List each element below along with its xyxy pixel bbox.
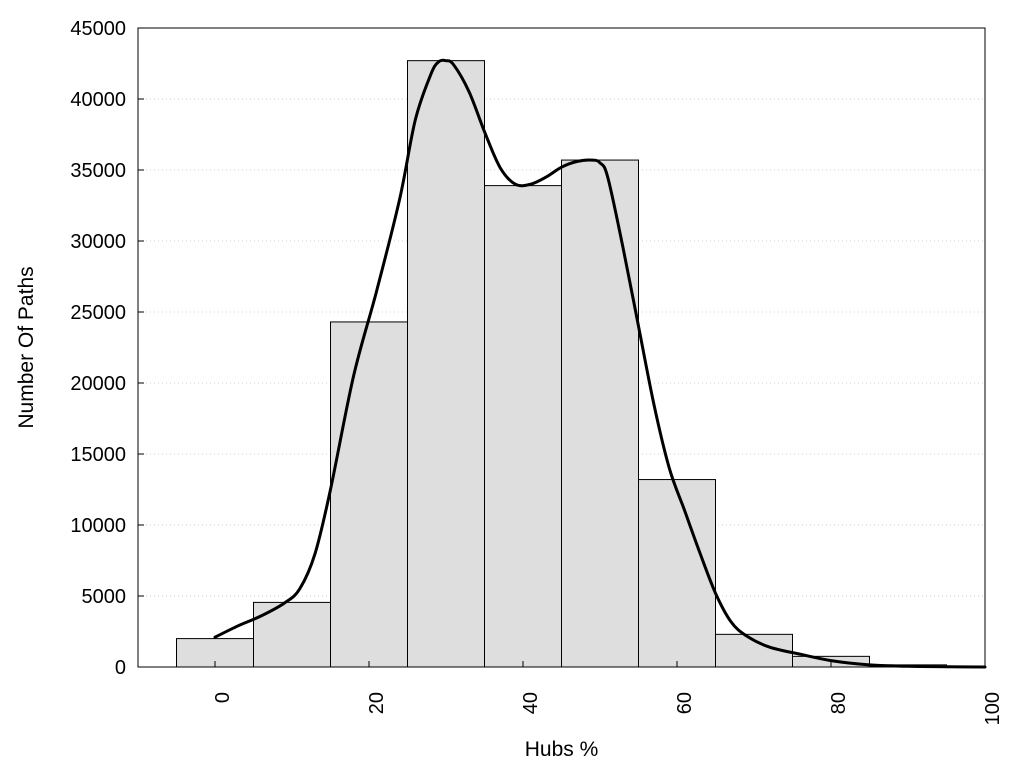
y-tick-label: 20000 [70, 373, 126, 395]
y-tick-label: 30000 [70, 231, 126, 253]
y-tick-label: 15000 [70, 444, 126, 466]
histogram-bar [561, 159, 639, 668]
histogram-bars [176, 60, 947, 668]
density-curve-layer [213, 58, 987, 669]
x-tick-label: 0 [212, 692, 234, 703]
x-axis-label: Hubs % [525, 738, 599, 761]
y-tick-label: 5000 [82, 586, 127, 608]
x-tick-label: 100 [982, 692, 1004, 725]
y-tick-label: 0 [115, 657, 126, 679]
x-tick-label: 40 [520, 692, 542, 714]
y-tick-label: 25000 [70, 302, 126, 324]
y-tick-label: 10000 [70, 515, 126, 537]
histogram-bar [638, 479, 716, 668]
histogram-bar [407, 60, 485, 668]
density-curve [213, 58, 987, 669]
histogram-bar [330, 321, 408, 668]
y-axis-label: Number Of Paths [15, 266, 38, 428]
x-tick-label: 80 [828, 692, 850, 714]
x-axis-ticks: 0 20 40 60 80 100 [212, 661, 1004, 725]
histogram-bar [484, 185, 562, 668]
y-axis-ticks: 0 5000 10000 15000 20000 25000 30000 35000 40000… [70, 18, 144, 679]
histogram-bar [253, 601, 331, 668]
plot-frame [137, 27, 986, 668]
x-tick-label: 20 [366, 692, 388, 714]
y-tick-label: 45000 [70, 18, 126, 40]
y-tick-label: 35000 [70, 160, 126, 182]
x-tick-label: 60 [674, 692, 696, 714]
y-tick-label: 40000 [70, 89, 126, 111]
